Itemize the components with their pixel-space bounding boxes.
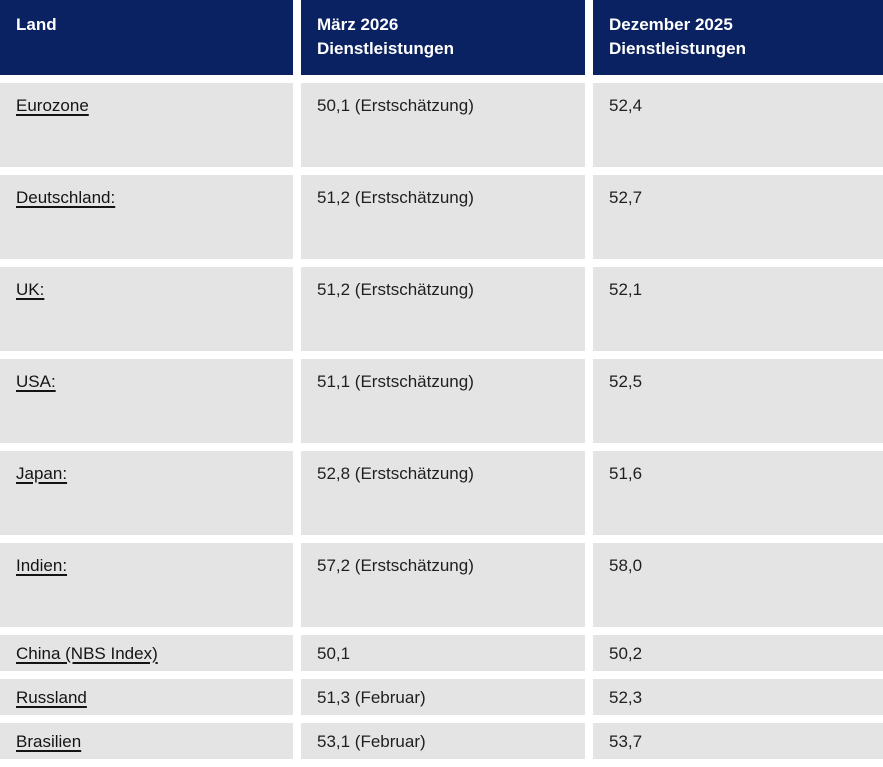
country-link-brasilien[interactable]: Brasilien [16, 732, 82, 751]
table-cell-russland-dezember: 52,3 [593, 679, 883, 715]
country-link-russland[interactable]: Russland [16, 688, 87, 707]
country-link-indien[interactable]: Indien: [16, 556, 68, 575]
country-link-china[interactable]: China (NBS Index) [16, 644, 158, 663]
country-link-usa[interactable]: USA: [16, 372, 56, 391]
table-cell-uk-maerz: 51,2 (Erstschätzung) [301, 267, 585, 351]
country-link-japan[interactable]: Japan: [16, 464, 68, 483]
table-cell-japan-dezember: 51,6 [593, 451, 883, 535]
table-cell-china-maerz: 50,1 [301, 635, 585, 671]
table-cell-usa-dezember: 52,5 [593, 359, 883, 443]
table-cell-russland-maerz: 51,3 (Februar) [301, 679, 585, 715]
country-link-eurozone[interactable]: Eurozone [16, 96, 89, 115]
table-row-usa-land: USA: [0, 359, 293, 443]
country-link-deutschland[interactable]: Deutschland: [16, 188, 116, 207]
table-cell-usa-maerz: 51,1 (Erstschätzung) [301, 359, 585, 443]
table-cell-japan-maerz: 52,8 (Erstschätzung) [301, 451, 585, 535]
table-cell-deutschland-dezember: 52,7 [593, 175, 883, 259]
table-row-china-land: China (NBS Index) [0, 635, 293, 671]
table-cell-brasilien-dezember: 53,7 [593, 723, 883, 759]
table-cell-eurozone-maerz: 50,1 (Erstschätzung) [301, 83, 585, 167]
table-cell-brasilien-maerz: 53,1 (Februar) [301, 723, 585, 759]
table-row-brasilien-land: Brasilien [0, 723, 293, 759]
table-cell-uk-dezember: 52,1 [593, 267, 883, 351]
table-row-deutschland-land: Deutschland: [0, 175, 293, 259]
table-row-indien-land: Indien: [0, 543, 293, 627]
table-cell-china-dezember: 50,2 [593, 635, 883, 671]
column-header-dezember-2025: Dezember 2025 Dienstleistungen [593, 0, 883, 75]
table-cell-deutschland-maerz: 51,2 (Erstschätzung) [301, 175, 585, 259]
table-cell-indien-dezember: 58,0 [593, 543, 883, 627]
table-row-uk-land: UK: [0, 267, 293, 351]
table-row-japan-land: Japan: [0, 451, 293, 535]
column-header-land: Land [0, 0, 293, 75]
table-row-russland-land: Russland [0, 679, 293, 715]
table-row-eurozone-land: Eurozone [0, 83, 293, 167]
column-header-maerz-2026: März 2026 Dienstleistungen [301, 0, 585, 75]
country-link-uk[interactable]: UK: [16, 280, 45, 299]
table-cell-indien-maerz: 57,2 (Erstschätzung) [301, 543, 585, 627]
table-cell-eurozone-dezember: 52,4 [593, 83, 883, 167]
